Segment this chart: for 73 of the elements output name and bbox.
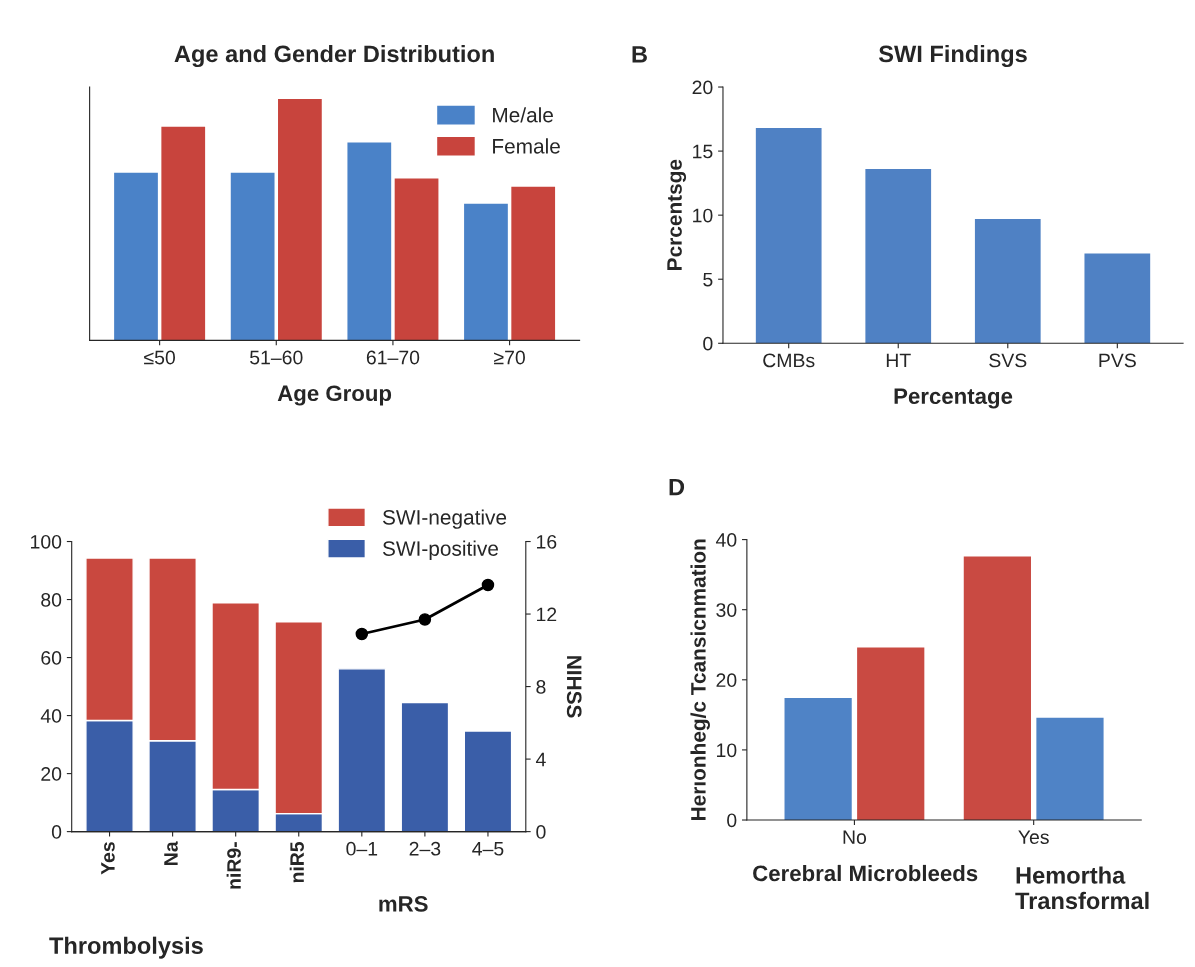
y-tick-label: 40 [715, 533, 737, 547]
x-tick-label: 4–5 [472, 842, 504, 856]
x-tick-label: niR5 [289, 841, 304, 883]
y-tick-label: 20 [716, 673, 737, 688]
y2-tick-label: 4 [535, 752, 546, 767]
bar [161, 126, 206, 341]
x-axis-title: Age Group [277, 385, 392, 406]
bar [347, 142, 392, 341]
x-tick-label: Yes [1018, 830, 1049, 845]
x-tick-label: 61–70 [366, 350, 420, 365]
bar [114, 172, 158, 341]
point [418, 613, 432, 626]
y-tick-label: 0 [703, 336, 713, 351]
x-tick-label: HT [886, 353, 911, 368]
bar [230, 172, 275, 341]
bar [400, 701, 450, 832]
legend-label: Female [493, 138, 560, 154]
x-tick-label: No [843, 830, 867, 845]
text: Thrombolysis [49, 936, 203, 959]
bar [464, 203, 508, 341]
text: D [669, 478, 685, 496]
chart-title: SWI Findings [878, 44, 1027, 68]
text: B [632, 46, 647, 63]
y2-tick-label: 16 [537, 534, 557, 549]
x-tick-label: ≥70 [494, 350, 525, 365]
x-tick-label: SVS [989, 353, 1027, 368]
y-tick-label: 10 [693, 208, 713, 223]
x-tick-label: 2–3 [409, 841, 441, 856]
bar [1084, 253, 1151, 344]
point [355, 627, 369, 641]
bar [511, 186, 556, 341]
y-tick-label: 100 [31, 534, 62, 549]
bar [337, 668, 387, 832]
bar [278, 99, 322, 341]
y-axis-title: Herıonheg/c Tcansicnmation [690, 539, 710, 821]
bar [755, 128, 822, 344]
x-tick-label: Yes [101, 842, 115, 875]
bar [463, 730, 513, 832]
y-tick-label: 5 [703, 272, 713, 287]
y-tick-label: 20 [41, 767, 62, 781]
y-tick-label: 40 [40, 709, 62, 723]
bar [974, 219, 1041, 344]
x-tick-label: Na [164, 841, 178, 865]
legend-label: SWI-positive [382, 540, 498, 561]
y-tick-label: 60 [41, 651, 62, 665]
point [481, 578, 495, 592]
x-tick-label: 0–1 [346, 841, 378, 856]
y2-tick-label: 8 [536, 680, 546, 694]
y-axis-title: Pcrcentsge [667, 159, 687, 270]
y2-tick-label: 0 [536, 825, 546, 839]
y-tick-label: 0 [727, 813, 737, 828]
x-tick-label: niR9- [226, 842, 241, 889]
y-tick-label: 20 [692, 80, 713, 95]
y-tick-label: 30 [716, 603, 737, 617]
chart-title: Age and Gender Distribution [174, 44, 494, 68]
y-tick-label: 0 [51, 825, 62, 839]
y2-axis-title: NIHSS [566, 656, 582, 718]
x-axis-title: mRS [379, 896, 428, 912]
x-axis-title: Cerebral Microbleeds [753, 864, 978, 882]
x-tick-label: ≤50 [144, 350, 176, 365]
legend-label: Me/ale [493, 107, 553, 123]
text: Hemortha Transformal [1015, 866, 1149, 910]
y-tick-label: 10 [717, 743, 737, 758]
x-tick-label: CMBs [763, 353, 815, 368]
x-tick-label: PVS [1099, 353, 1136, 368]
y-tick-label: 15 [693, 144, 713, 159]
x-tick-label: 51–60 [250, 350, 303, 365]
x-axis-title: Percentage [894, 388, 1013, 409]
bar [394, 178, 439, 341]
bar [865, 169, 932, 344]
legend-label: SWI-negative [382, 509, 507, 529]
y-tick-label: 80 [41, 593, 62, 607]
y2-tick-label: 12 [537, 607, 557, 622]
